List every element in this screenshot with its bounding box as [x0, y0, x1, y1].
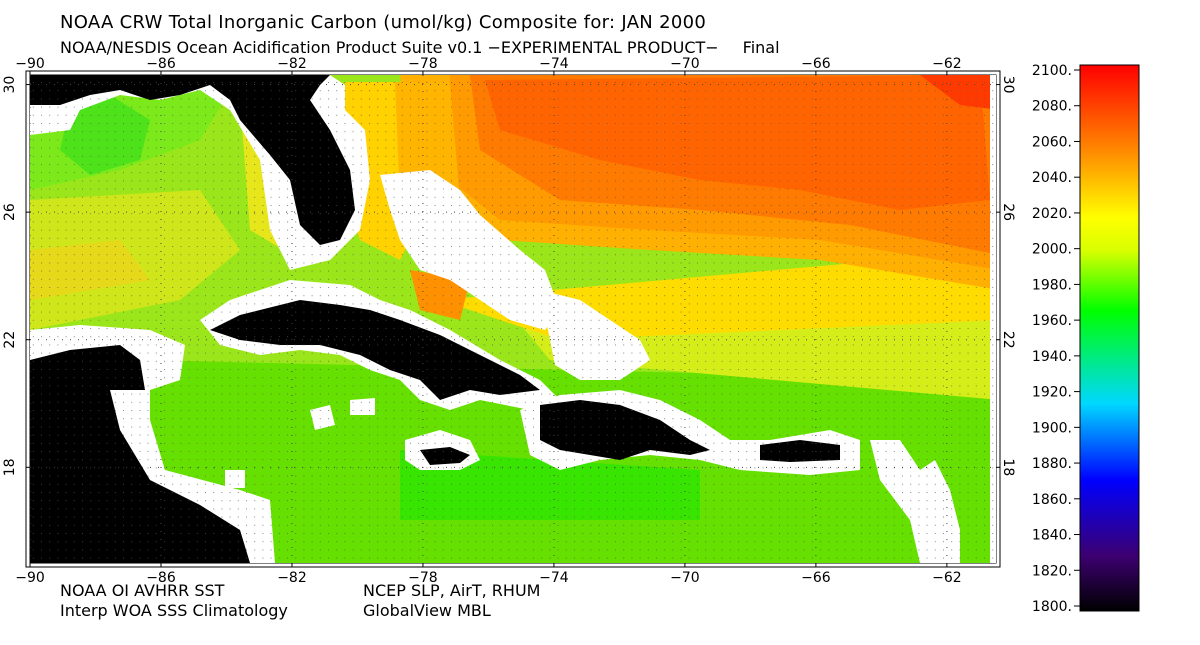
colorbar-label: 2080.	[1032, 99, 1072, 115]
lon-tick-label-bottom: −86	[146, 570, 176, 586]
lat-tick-label-right: 30	[1000, 76, 1016, 94]
lon-tick-label-bottom: −70	[670, 570, 700, 586]
colorbar-label: 2100.	[1032, 63, 1072, 79]
colorbar-label: 2020.	[1032, 206, 1072, 222]
colorbar-label: 1980.	[1032, 277, 1072, 293]
credit-sst: NOAA OI AVHRR SST	[60, 581, 225, 600]
colorbar-label: 2000.	[1032, 242, 1072, 258]
lon-tick-label-top: −74	[539, 56, 569, 72]
colorbar-label: 1820.	[1032, 563, 1072, 579]
carbon-field	[30, 75, 996, 563]
lat-tick-label-right: 26	[1000, 203, 1016, 221]
colorbar-label: 1940.	[1032, 349, 1072, 365]
lat-ticks-right: 30 26 22 18	[996, 76, 1016, 476]
lon-ticks-top: −90 −86 −82 −78 −74 −70 −66 −62	[15, 56, 962, 75]
lon-tick-label-top: −78	[408, 56, 438, 72]
map-title: NOAA CRW Total Inorganic Carbon (umol/kg…	[60, 12, 707, 33]
credit-sss: Interp WOA SSS Climatology	[60, 601, 288, 620]
map-subtitle: NOAA/NESDIS Ocean Acidification Product …	[60, 39, 780, 57]
lat-tick-label-right: 18	[1000, 458, 1016, 476]
lon-tick-label-top: −82	[277, 56, 307, 72]
colorbar-label: 1880.	[1032, 456, 1072, 472]
map-outer-frame	[25, 70, 1001, 568]
credit-globalview: GlobalView MBL	[363, 601, 491, 620]
colorbar	[1079, 64, 1140, 612]
colorbar-label: 1840.	[1032, 528, 1072, 544]
lon-tick-label-top: −62	[932, 56, 962, 72]
colorbar-label: 2040.	[1032, 170, 1072, 186]
lon-tick-label-bottom: −78	[408, 570, 438, 586]
lon-tick-label-bottom: −62	[932, 570, 962, 586]
lon-tick-label-top: −66	[801, 56, 831, 72]
lat-ticks-left: 30 26 22 18	[2, 76, 30, 476]
colorbar-label: 2060.	[1032, 134, 1072, 150]
colorbar-labels: 2100. 2080. 2060. 2040. 2020. 2000. 1980. 1960.…	[1032, 63, 1080, 615]
subtitle-left: NOAA/NESDIS Ocean Acidification Product …	[60, 38, 719, 57]
lon-ticks-bottom: −90 −86 −82 −78 −74 −70 −66 −62	[15, 563, 962, 586]
colorbar-label: 1960.	[1032, 313, 1072, 329]
lon-tick-label-top: −70	[670, 56, 700, 72]
lat-tick-label-right: 22	[1000, 331, 1016, 349]
lon-tick-label-bottom: −66	[801, 570, 831, 586]
graticule	[30, 75, 996, 563]
lon-tick-label-bottom: −74	[539, 570, 569, 586]
credit-ncep: NCEP SLP, AirT, RHUM	[363, 581, 541, 600]
colorbar-label: 1920.	[1032, 385, 1072, 401]
lat-tick-label-left: 22	[2, 331, 18, 349]
lon-tick-label-bottom: −82	[277, 570, 307, 586]
lon-tick-label-bottom: −90	[15, 570, 45, 586]
lat-tick-label-left: 30	[2, 76, 18, 94]
lon-tick-label-top: −86	[146, 56, 176, 72]
colorbar-label: 1900.	[1032, 420, 1072, 436]
lon-tick-label-top: −90	[15, 56, 45, 72]
lat-tick-label-left: 26	[2, 203, 18, 221]
colorbar-label: 1800.	[1032, 599, 1072, 615]
colorbar-label: 1860.	[1032, 492, 1072, 508]
subtitle-right: Final	[742, 38, 780, 57]
lat-tick-label-left: 18	[2, 458, 18, 476]
